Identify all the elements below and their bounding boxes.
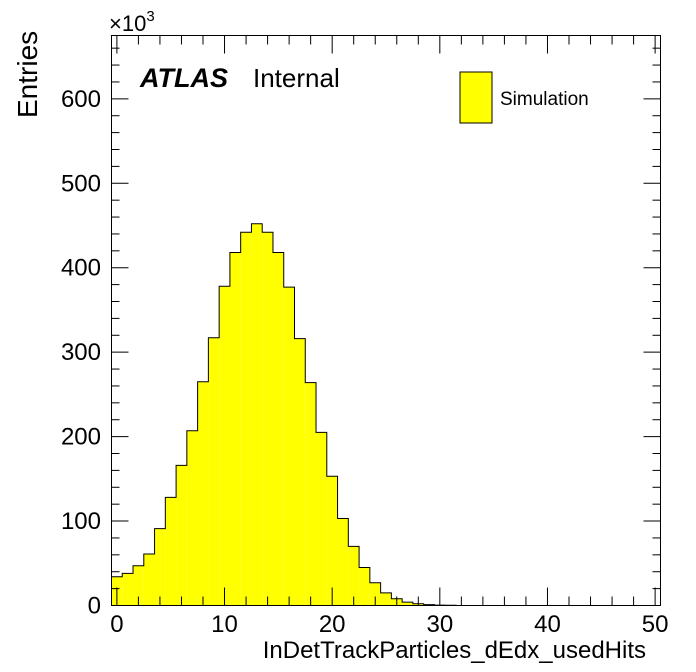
histogram-bar	[133, 565, 144, 606]
x-tick-label: 0	[110, 611, 123, 638]
histogram-bar	[176, 465, 187, 606]
y-tick-label: 100	[61, 508, 101, 535]
x-tick-label: 20	[319, 611, 346, 638]
y-tick-label: 400	[61, 255, 101, 282]
x-axis-label: InDetTrackParticles_dEdx_usedHits	[263, 637, 646, 664]
histogram-bar	[219, 286, 230, 606]
histogram-bar	[197, 381, 209, 606]
x-tick-label: 10	[211, 611, 238, 638]
plot-frame	[111, 35, 661, 606]
histogram-bar	[294, 338, 306, 606]
y-tick-label: 200	[61, 424, 101, 451]
histogram-bar	[369, 582, 381, 606]
histogram-bar	[283, 287, 295, 606]
x-tick-label: 30	[426, 611, 453, 638]
histogram-bar	[122, 573, 134, 606]
x-tick-label: 50	[642, 611, 669, 638]
y-tick-label: 0	[88, 593, 101, 620]
histogram-bar	[208, 337, 220, 606]
y-axis-multiplier-exponent: 3	[146, 8, 154, 25]
histogram-bar	[380, 592, 392, 606]
y-tick-label: 500	[61, 170, 101, 197]
histogram-bar	[143, 553, 155, 606]
x-tick-label: 40	[534, 611, 561, 638]
histogram-bar	[305, 382, 317, 606]
histogram-bars	[111, 223, 661, 606]
histogram-bar	[272, 252, 284, 606]
atlas-status-label: Internal	[253, 63, 340, 93]
histogram-bar	[326, 476, 338, 606]
legend-swatch	[459, 71, 493, 124]
y-tick-label: 300	[61, 339, 101, 366]
histogram-bar	[402, 602, 413, 606]
histogram-bar	[359, 567, 370, 606]
axis-ticks	[111, 35, 661, 606]
histogram-bar	[240, 232, 252, 606]
histogram-bar	[251, 223, 263, 606]
histogram-bar	[229, 252, 241, 606]
y-axis-label: Entries	[12, 31, 43, 118]
y-axis-multiplier: ×103	[109, 8, 155, 36]
legend-label: Simulation	[500, 89, 589, 110]
histogram-bar	[262, 232, 273, 606]
histogram-bar	[348, 546, 360, 606]
y-tick-label: 600	[61, 86, 101, 113]
histogram-bar	[186, 430, 198, 606]
histogram-bar	[337, 518, 349, 606]
histogram-bar	[154, 528, 166, 606]
atlas-label: ATLAS	[139, 63, 228, 93]
histogram-bar	[165, 497, 177, 606]
histogram-bar	[316, 432, 327, 606]
